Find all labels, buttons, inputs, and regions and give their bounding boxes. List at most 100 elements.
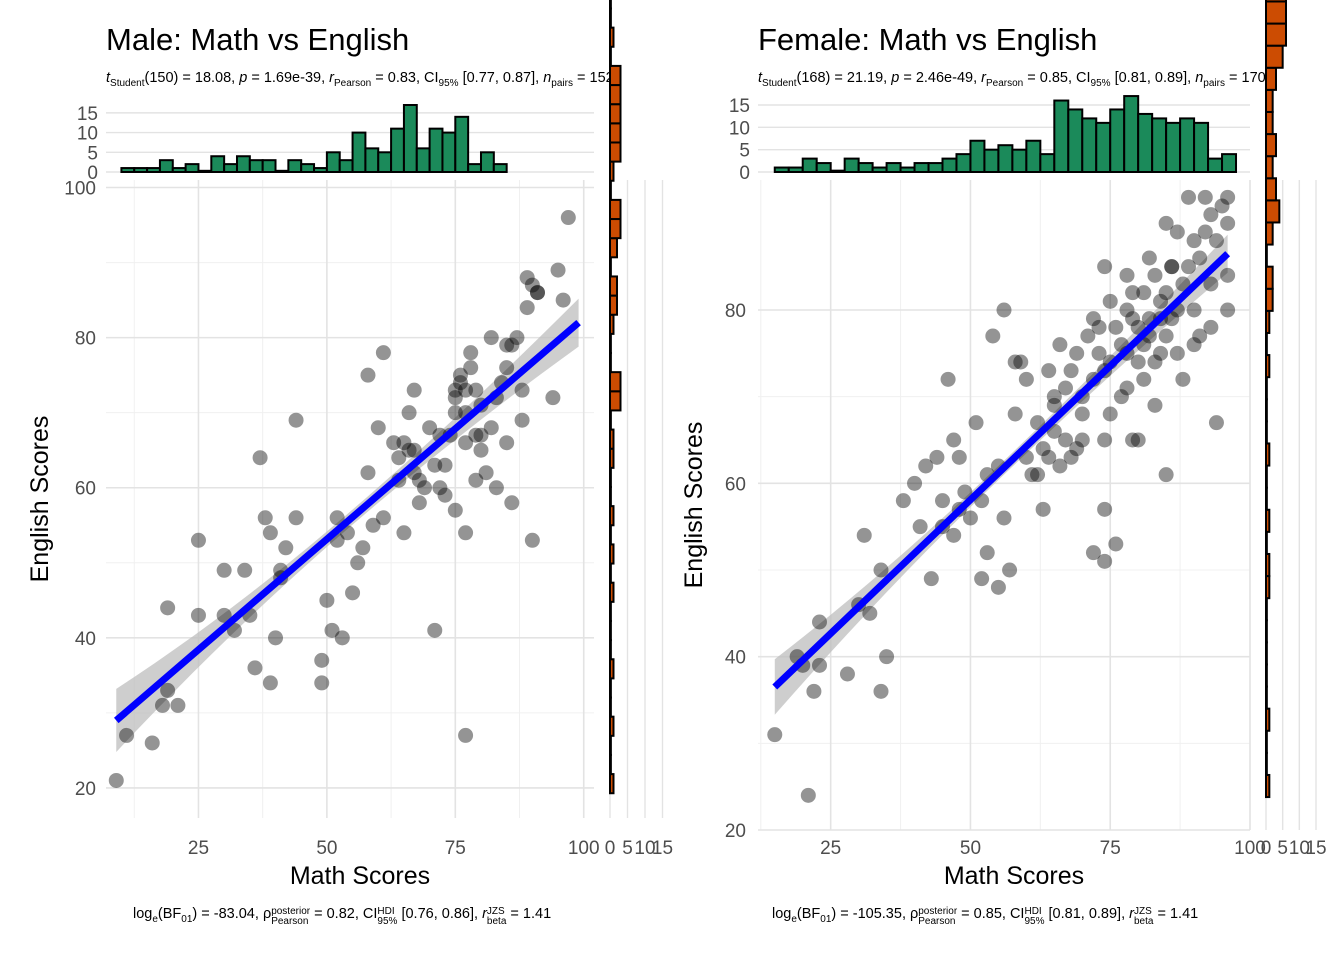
- data-point: [119, 727, 135, 743]
- top-hist-bar: [338, 159, 354, 173]
- data-point: [170, 697, 186, 713]
- top-hist-bar: [146, 167, 161, 173]
- stat-t-label: t: [106, 70, 111, 86]
- bf-mid: (BF: [796, 906, 821, 922]
- chart-subtitle: tStudent(168) = 21.19, p = 2.46e-49, rPe…: [758, 70, 1266, 89]
- data-point: [1141, 250, 1157, 266]
- top-hist-bar: [133, 167, 149, 173]
- side-hist-bar: [1265, 110, 1274, 136]
- rho-sub: Pearson: [918, 916, 956, 927]
- data-point: [375, 510, 391, 526]
- data-point: [1203, 207, 1219, 223]
- data-point: [1164, 259, 1180, 275]
- side-hist-bar: [1265, 354, 1271, 379]
- data-point: [996, 510, 1012, 526]
- side-hist-bar: [609, 390, 622, 412]
- side-hist-tick-label: 0: [605, 838, 616, 859]
- top-hist-bar: [1011, 148, 1028, 174]
- side-hist-tick-label: 0: [1261, 838, 1272, 859]
- data-point: [560, 210, 576, 226]
- top-hist-bar: [479, 151, 495, 173]
- data-point: [488, 480, 504, 496]
- data-point: [1041, 363, 1057, 379]
- data-point: [468, 382, 484, 398]
- data-point: [1164, 259, 1180, 275]
- top-hist-tick-label: 10: [729, 118, 750, 139]
- y-axis-label: English Scores: [26, 416, 54, 583]
- stat-t-sub: Student: [110, 78, 145, 89]
- stat-n-sub: pairs: [1203, 78, 1225, 89]
- data-point: [812, 614, 827, 630]
- hdi-sub: 95%: [1024, 916, 1045, 927]
- side-hist-bar: [609, 179, 612, 201]
- side-hist-bar: [609, 237, 618, 259]
- data-point: [1158, 215, 1174, 231]
- data-point: [1108, 319, 1124, 335]
- data-point: [1030, 467, 1046, 483]
- data-point: [1220, 302, 1236, 318]
- data-point: [935, 493, 950, 509]
- side-hist-bar: [609, 600, 612, 622]
- data-point: [1013, 354, 1029, 370]
- data-point: [360, 367, 376, 383]
- rho-symbol: ρ: [262, 906, 272, 922]
- top-hist-bar: [120, 167, 136, 173]
- data-point: [160, 600, 176, 616]
- data-point: [1085, 545, 1101, 561]
- side-hist-bar: [1265, 597, 1268, 622]
- top-hist-bar: [815, 162, 832, 173]
- side-hist-bar: [1265, 199, 1281, 224]
- side-hist-bar: [609, 581, 615, 603]
- data-point: [1080, 328, 1096, 344]
- side-hist-bar: [1265, 376, 1268, 401]
- data-point: [1046, 397, 1062, 413]
- x-tick-label: 75: [1100, 838, 1121, 859]
- data-point: [1192, 250, 1208, 266]
- top-hist-bar: [969, 139, 986, 174]
- data-point: [1018, 371, 1034, 387]
- data-point: [1186, 337, 1202, 353]
- top-hist-bar: [983, 148, 1000, 174]
- top-hist-bar: [1179, 117, 1196, 173]
- side-hist-bar: [1265, 331, 1268, 357]
- bf-e: e: [152, 914, 158, 925]
- data-point: [1203, 319, 1219, 335]
- hdi-sup: HDI: [377, 906, 395, 917]
- data-point: [1181, 259, 1196, 275]
- top-hist-bar: [1221, 153, 1238, 173]
- data-point: [499, 435, 515, 451]
- top-hist-bar: [1095, 121, 1112, 174]
- data-point: [257, 510, 273, 526]
- data-point: [1074, 432, 1090, 448]
- side-hist-bar: [609, 141, 622, 163]
- data-point: [1192, 328, 1208, 344]
- data-point: [1214, 198, 1230, 214]
- hdi-sup: HDI: [1024, 906, 1042, 917]
- side-hist-bar: [609, 198, 622, 221]
- top-hist-bar: [1039, 153, 1056, 173]
- data-point: [912, 519, 928, 535]
- data-point: [946, 527, 962, 543]
- stat-df: (150) = 18.08,: [144, 70, 240, 86]
- stat-t-sub: Student: [762, 78, 797, 89]
- data-point: [483, 330, 499, 346]
- data-point: [1052, 337, 1068, 353]
- data-point: [483, 420, 499, 436]
- data-point: [1220, 215, 1236, 231]
- side-hist-bar: [609, 773, 615, 795]
- top-hist-tick-label: 15: [729, 96, 750, 117]
- data-point: [427, 457, 443, 473]
- data-point: [463, 360, 479, 376]
- y-tick-label: 60: [75, 479, 96, 500]
- data-point: [252, 450, 268, 466]
- side-hist-bar: [1265, 641, 1268, 666]
- stat-r-hat: r: [981, 70, 986, 86]
- data-point: [504, 495, 520, 511]
- side-hist-bar: [1265, 44, 1284, 69]
- data-point: [1097, 501, 1113, 517]
- top-hist-bar: [492, 163, 508, 173]
- data-point: [1136, 285, 1152, 301]
- data-point: [432, 480, 448, 496]
- rbeta-value: = 1.41: [506, 906, 552, 922]
- bf-e: e: [791, 914, 797, 925]
